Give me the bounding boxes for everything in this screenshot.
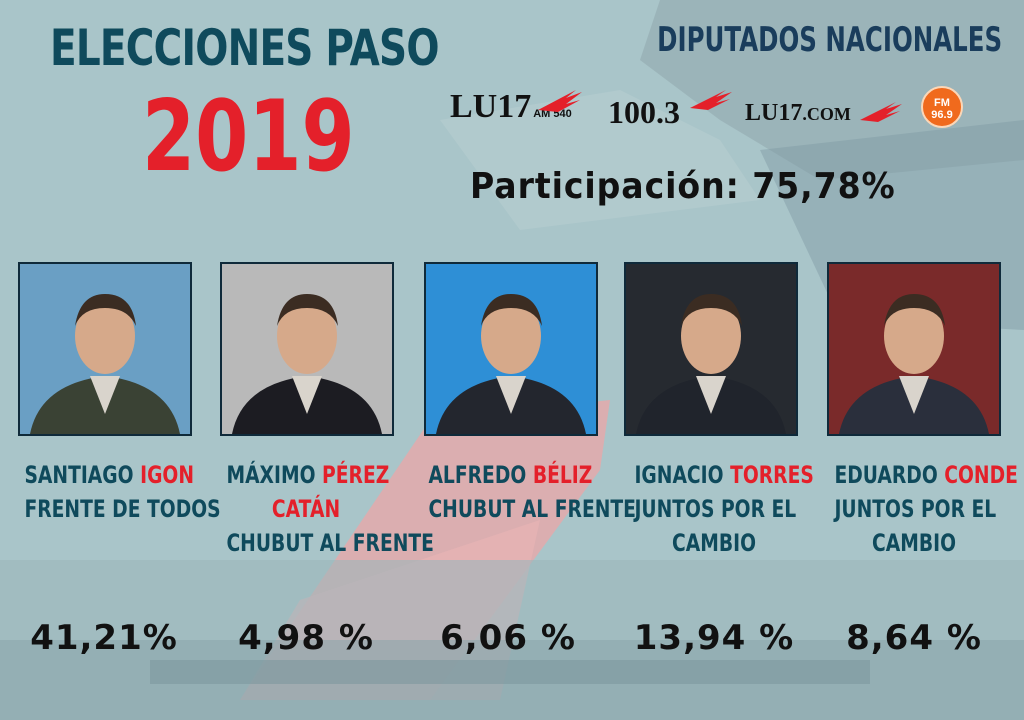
candidate-percentage: 6,06 %	[440, 618, 576, 658]
candidate-last-name: TORRES	[730, 461, 814, 489]
candidate-photo	[827, 262, 1001, 436]
lu17-com-logo-text: LU17	[745, 100, 803, 126]
candidate-name-block: ALFREDO BÉLIZ CHUBUT AL FRENTE	[406, 458, 636, 526]
lu17-am-logo-sub: AM 540	[533, 108, 572, 120]
trelew-badge-top: FM	[934, 97, 950, 109]
trelew-noticias-logo: FM 96.9	[921, 86, 963, 128]
wings-icon	[538, 90, 582, 112]
candidate-last-name: CONDE	[944, 461, 1018, 489]
candidate-name: EDUARDO CONDE	[834, 458, 1017, 492]
page-title: ELECCIONES PASO	[50, 19, 440, 77]
candidate-name: MÁXIMO PÉREZ	[226, 458, 389, 492]
fm-100-3-logo-text: 100.3	[608, 94, 680, 130]
candidate-name-block: MÁXIMO PÉREZ CATÁN CHUBUT AL FRENTE	[204, 458, 434, 560]
candidate-name: ALFREDO BÉLIZ	[428, 458, 592, 492]
candidate-last-name: BÉLIZ	[532, 461, 593, 489]
candidate-photo	[220, 262, 394, 436]
lu17-am-logo: LU17 AM 540	[450, 88, 572, 126]
portrait-icon	[20, 264, 190, 434]
candidate-party: CHUBUT AL FRENTE	[226, 529, 434, 557]
candidate-percentage: 8,64 %	[846, 618, 982, 658]
trelew-badge-bottom: 96.9	[931, 109, 953, 121]
lu17-com-logo: LU17.COM	[745, 100, 851, 127]
candidate-name-block: EDUARDO CONDE JUNTOS POR EL CAMBIO	[812, 458, 1017, 560]
lu17-am-logo-text: LU17	[450, 88, 532, 125]
candidate-party: CHUBUT AL FRENTE	[428, 495, 636, 523]
candidate-percentage: 4,98 %	[238, 618, 374, 658]
candidate-photo	[18, 262, 192, 436]
candidate-party-line-2: CAMBIO	[671, 529, 756, 557]
candidate-percentage: 41,21%	[30, 618, 178, 658]
candidate-name: SANTIAGO IGON	[24, 458, 194, 492]
candidate-first-name: SANTIAGO	[24, 461, 134, 489]
wings-icon	[860, 102, 902, 122]
candidate-party-line-2: CAMBIO	[871, 529, 956, 557]
candidate-last-name: IGON	[140, 461, 195, 489]
category-title: DIPUTADOS NACIONALES	[657, 20, 1002, 60]
candidate-name-block: IGNACIO TORRES JUNTOS POR EL CAMBIO	[612, 458, 816, 560]
candidate-photo	[624, 262, 798, 436]
wings-icon	[690, 90, 732, 110]
candidate-last-name: PÉREZ	[322, 461, 390, 489]
candidate-party: JUNTOS POR EL	[834, 495, 997, 523]
candidate-first-name: MÁXIMO	[226, 461, 316, 489]
participation-rate: Participación: 75,78%	[470, 166, 896, 207]
candidate-name: IGNACIO TORRES	[634, 458, 813, 492]
portrait-icon	[829, 264, 999, 434]
candidate-first-name: ALFREDO	[428, 461, 527, 489]
candidate-photo	[424, 262, 598, 436]
portrait-icon	[626, 264, 796, 434]
lu17-com-logo-sub: .COM	[802, 104, 851, 124]
portrait-icon	[222, 264, 392, 434]
candidate-first-name: EDUARDO	[834, 461, 938, 489]
candidate-last-name-2: CATÁN	[271, 495, 341, 523]
fm-100-3-logo: 100.3	[608, 94, 680, 131]
candidate-percentage: 13,94 %	[633, 618, 795, 658]
portrait-icon	[426, 264, 596, 434]
candidate-party: FRENTE DE TODOS	[24, 495, 221, 523]
election-year: 2019	[142, 80, 355, 194]
candidate-name-block: SANTIAGO IGON FRENTE DE TODOS	[2, 458, 221, 526]
candidate-party: JUNTOS POR EL	[634, 495, 797, 523]
candidate-first-name: IGNACIO	[634, 461, 724, 489]
